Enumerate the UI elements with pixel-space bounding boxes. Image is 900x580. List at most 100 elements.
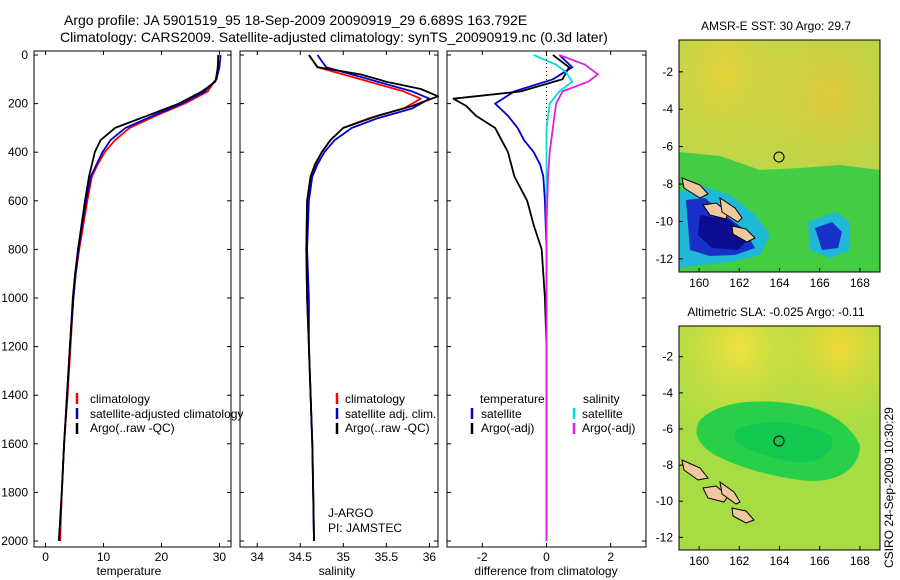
legend-label: satellite [481, 407, 522, 421]
map-x-tick-label: 166 [810, 554, 830, 568]
sst-island [731, 225, 756, 243]
float-agency-annotation: J-ARGO [328, 506, 373, 520]
y-tick-label: 1400 [1, 388, 28, 402]
legend-label: Argo(..raw -QC) [90, 421, 175, 435]
plot-timestamp: CSIRO 24-Sep-2009 10:30:29 [882, 407, 896, 568]
x-tick-label: 35 [337, 550, 351, 564]
map-x-tick-label: 166 [810, 276, 830, 290]
series-line [305, 54, 422, 542]
difference-xlabel: difference from climatology [474, 564, 617, 578]
legend-label: satellite [582, 407, 623, 421]
legend-label: satellite-adjusted climatology [90, 407, 243, 421]
x-tick-label: 35.5 [375, 550, 399, 564]
map-y-tick-label: -8 [662, 458, 673, 472]
x-tick-label: -2 [477, 550, 488, 564]
sla-island [702, 485, 729, 503]
map-y-tick-label: -8 [662, 177, 673, 191]
y-tick-label: 1800 [1, 485, 28, 499]
sla-map [678, 325, 881, 551]
salinity-plot: 34 34.5 35 35.5 36 [240, 51, 439, 564]
map-y-tick-label: -4 [662, 102, 673, 116]
difference-plot: -2 0 2 [447, 51, 646, 564]
map-y-tick-label: -10 [656, 214, 674, 228]
series-line [452, 54, 570, 541]
x-tick-label: 30 [213, 550, 227, 564]
map-x-tick-label: 160 [689, 276, 709, 290]
sst-map-title: AMSR-E SST: 30 Argo: 29.7 [701, 19, 851, 33]
legend-label: Argo(..raw -QC) [345, 421, 430, 435]
map-y-tick-label: -4 [662, 386, 673, 400]
map-x-tick-label: 168 [850, 554, 870, 568]
series-line [58, 54, 222, 542]
x-tick-label: 34 [251, 550, 265, 564]
map-y-tick-label: -6 [662, 422, 673, 436]
salinity-legend: climatology satellite adj. clim. Argo(..… [328, 392, 436, 535]
y-tick-label: 1600 [1, 437, 28, 451]
temperature-xlabel: temperature [97, 564, 162, 578]
x-tick-label: 10 [97, 550, 111, 564]
salinity-panel-frame [239, 50, 439, 548]
sst-map-axes: 160 162 164 166 168 -2 -4 -6 -8 -10 -12 [656, 65, 871, 290]
legend-label: climatology [90, 392, 150, 406]
float-pi-annotation: PI: JAMSTEC [328, 521, 402, 535]
map-x-tick-label: 168 [850, 276, 870, 290]
legend-label: climatology [345, 392, 405, 406]
x-tick-label: 34.5 [289, 550, 313, 564]
sla-island [681, 459, 709, 481]
map-y-tick-label: -12 [656, 530, 674, 544]
salinity-xlabel: salinity [319, 564, 356, 578]
y-tick-label: 800 [8, 242, 28, 256]
y-tick-label: 200 [8, 97, 28, 111]
temperature-plot: 0 10 20 30 0 200 400 600 800 1000 1200 1400 1600 1800… [1, 48, 231, 564]
map-y-tick-label: -2 [662, 350, 673, 364]
temperature-legend: climatology satellite-adjusted climatolo… [75, 392, 243, 435]
map-y-tick-label: -10 [656, 494, 674, 508]
y-tick-label: 1000 [1, 291, 28, 305]
map-y-tick-label: -12 [656, 252, 674, 266]
difference-legend: temperature satellite Argo(-adj) salinit… [470, 392, 635, 435]
sla-argo-location-marker [773, 435, 785, 447]
figure-title-line-1: Argo profile: JA 5901519_95 18-Sep-2009 … [64, 12, 528, 28]
series-line [306, 54, 431, 542]
x-tick-label: 36 [423, 550, 437, 564]
x-tick-label: 2 [607, 550, 614, 564]
sla-island [731, 507, 755, 524]
legend-label: Argo(-adj) [582, 421, 635, 435]
x-tick-label: 0 [42, 550, 49, 564]
series-line [58, 54, 220, 542]
series-line [305, 54, 439, 542]
series-line [59, 54, 220, 542]
legend-label: satellite adj. clim. [345, 407, 436, 421]
x-tick-label: 0 [543, 550, 550, 564]
legend-heading-temperature: temperature [480, 392, 545, 406]
legend-heading-salinity: salinity [583, 392, 620, 406]
sst-island [719, 196, 743, 223]
y-tick-label: 400 [8, 145, 28, 159]
legend-label: Argo(-adj) [481, 421, 534, 435]
sla-map-axes: 160 162 164 166 168 -2 -4 -6 -8 -10 -12 [656, 350, 871, 568]
series-line [494, 54, 574, 541]
y-tick-label: 1200 [1, 340, 28, 354]
x-tick-label: 20 [155, 550, 169, 564]
y-tick-label: 600 [8, 194, 28, 208]
sst-map [678, 39, 881, 273]
sla-island [719, 480, 741, 505]
temperature-panel-frame [33, 50, 232, 548]
map-x-tick-label: 160 [689, 554, 709, 568]
y-tick-label: 0 [21, 48, 28, 62]
y-tick-label: 2000 [1, 534, 28, 548]
figure-title-line-2: Climatology: CARS2009. Satellite-adjuste… [60, 29, 608, 45]
sst-coldest-core [698, 215, 748, 250]
sst-argo-location-marker [773, 151, 785, 163]
map-x-tick-label: 162 [729, 276, 749, 290]
series-line [545, 54, 599, 541]
map-y-tick-label: -2 [662, 65, 673, 79]
map-x-tick-label: 164 [769, 554, 789, 568]
sst-island [681, 177, 709, 199]
map-y-tick-label: -6 [662, 140, 673, 154]
sla-map-title: Altimetric SLA: -0.025 Argo: -0.11 [687, 305, 865, 319]
sst-cold-core-east [815, 222, 842, 250]
map-x-tick-label: 162 [729, 554, 749, 568]
map-x-tick-label: 164 [769, 276, 789, 290]
